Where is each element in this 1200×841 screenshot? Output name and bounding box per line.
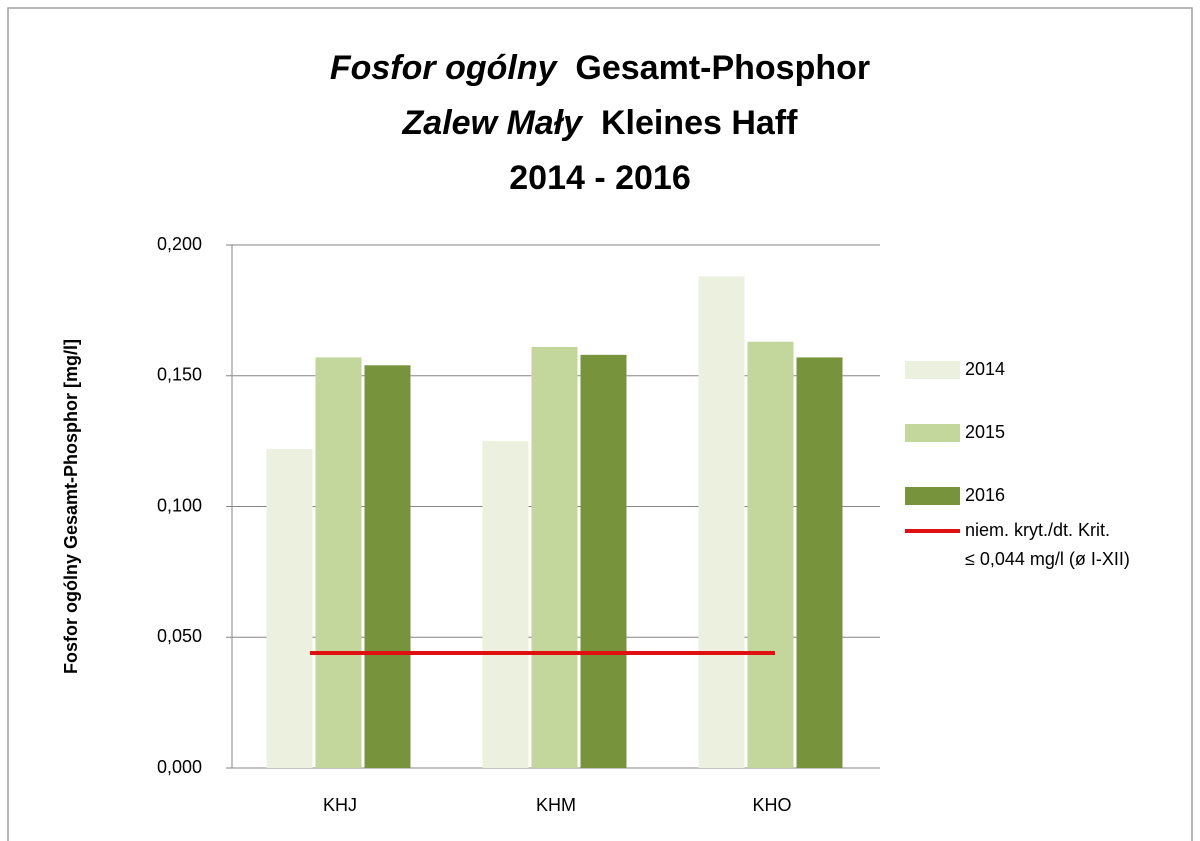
y-tick-label: 0,050 — [157, 626, 202, 646]
x-tick-label: KHJ — [323, 795, 357, 815]
chart-frame — [7, 7, 1193, 841]
chart-title: Zalew Mały Kleines Haff — [402, 104, 799, 142]
x-tick-label: KHO — [752, 795, 791, 815]
bar — [315, 357, 362, 768]
y-axis-label: Fosfor ogólny Gesamt-Phosphor [mg/l] — [61, 339, 81, 674]
bar — [747, 341, 794, 768]
title-bold: Kleines Haff — [601, 104, 798, 142]
bar — [698, 276, 745, 768]
legend-label: 2014 — [965, 359, 1005, 379]
bar — [266, 448, 313, 768]
chart-title: 2014 - 2016 — [509, 159, 691, 197]
legend-label: niem. kryt./dt. Krit. — [965, 520, 1110, 540]
y-tick-label: 0,000 — [157, 757, 202, 777]
legend-label: 2015 — [965, 422, 1005, 442]
chart-title: Fosfor ogólny Gesamt-Phosphor — [330, 49, 870, 87]
bar — [364, 365, 411, 768]
y-tick-label: 0,150 — [157, 365, 202, 385]
bar — [531, 346, 578, 768]
x-tick-label: KHM — [536, 795, 576, 815]
bar — [580, 354, 627, 768]
title-space — [582, 104, 601, 142]
y-tick-label: 0,100 — [157, 495, 202, 515]
bar — [482, 441, 529, 768]
legend-swatch — [905, 424, 960, 442]
y-tick-label: 0,200 — [157, 234, 202, 254]
title-italic: Fosfor ogólny — [330, 49, 559, 87]
title-bold: 2014 - 2016 — [509, 159, 691, 197]
legend-label: ≤ 0,044 mg/l (ø I-XII) — [965, 549, 1130, 569]
legend-swatch — [905, 361, 960, 379]
title-space — [557, 49, 576, 87]
title-italic: Zalew Mały — [402, 104, 585, 142]
legend-swatch — [905, 487, 960, 505]
bar — [796, 357, 843, 768]
title-bold: Gesamt-Phosphor — [575, 49, 870, 87]
legend-label: 2016 — [965, 485, 1005, 505]
